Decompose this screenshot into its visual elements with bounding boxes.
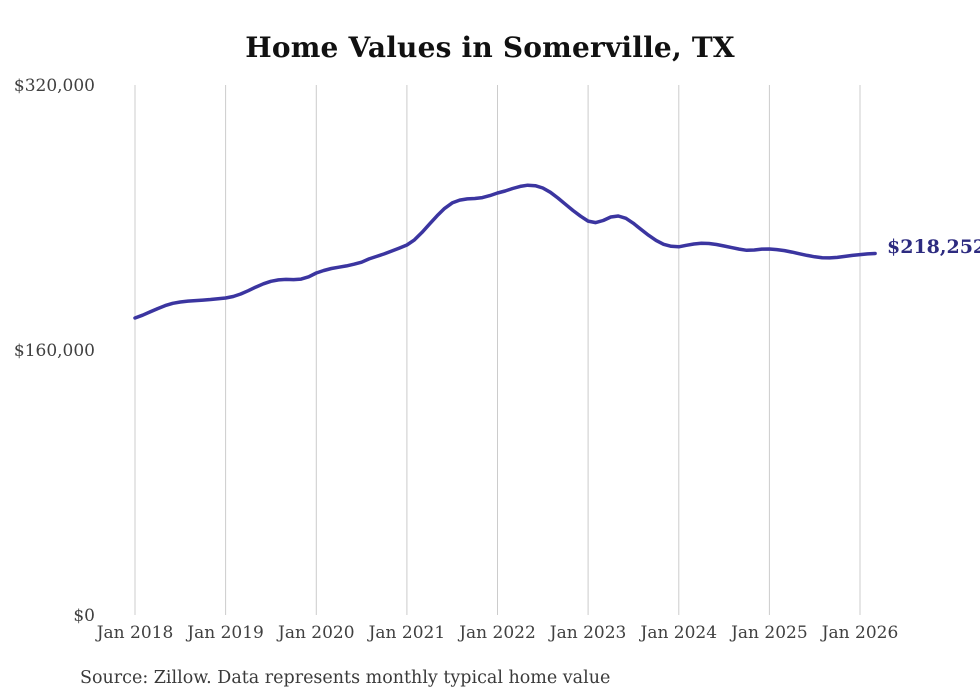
y-tick-label: $160,000 (14, 341, 95, 361)
x-tick-label: Jan 2020 (276, 623, 355, 643)
x-tick-label: Jan 2026 (820, 623, 899, 643)
y-tick-label: $0 (73, 606, 95, 626)
chart-title: Home Values in Somerville, TX (245, 31, 735, 64)
x-tick-label: Jan 2021 (367, 623, 446, 643)
latest-value-label: $218,252 (887, 236, 980, 258)
y-tick-label: $320,000 (14, 76, 95, 96)
home-value-line (133, 183, 877, 320)
x-tick-label: Jan 2018 (95, 623, 174, 643)
x-tick-label: Jan 2022 (457, 623, 536, 643)
x-tick-label: Jan 2024 (639, 623, 718, 643)
x-tick-label: Jan 2025 (729, 623, 808, 643)
source-note: Source: Zillow. Data represents monthly … (80, 668, 611, 688)
x-tick-label: Jan 2019 (185, 623, 264, 643)
x-tick-label: Jan 2023 (548, 623, 627, 643)
